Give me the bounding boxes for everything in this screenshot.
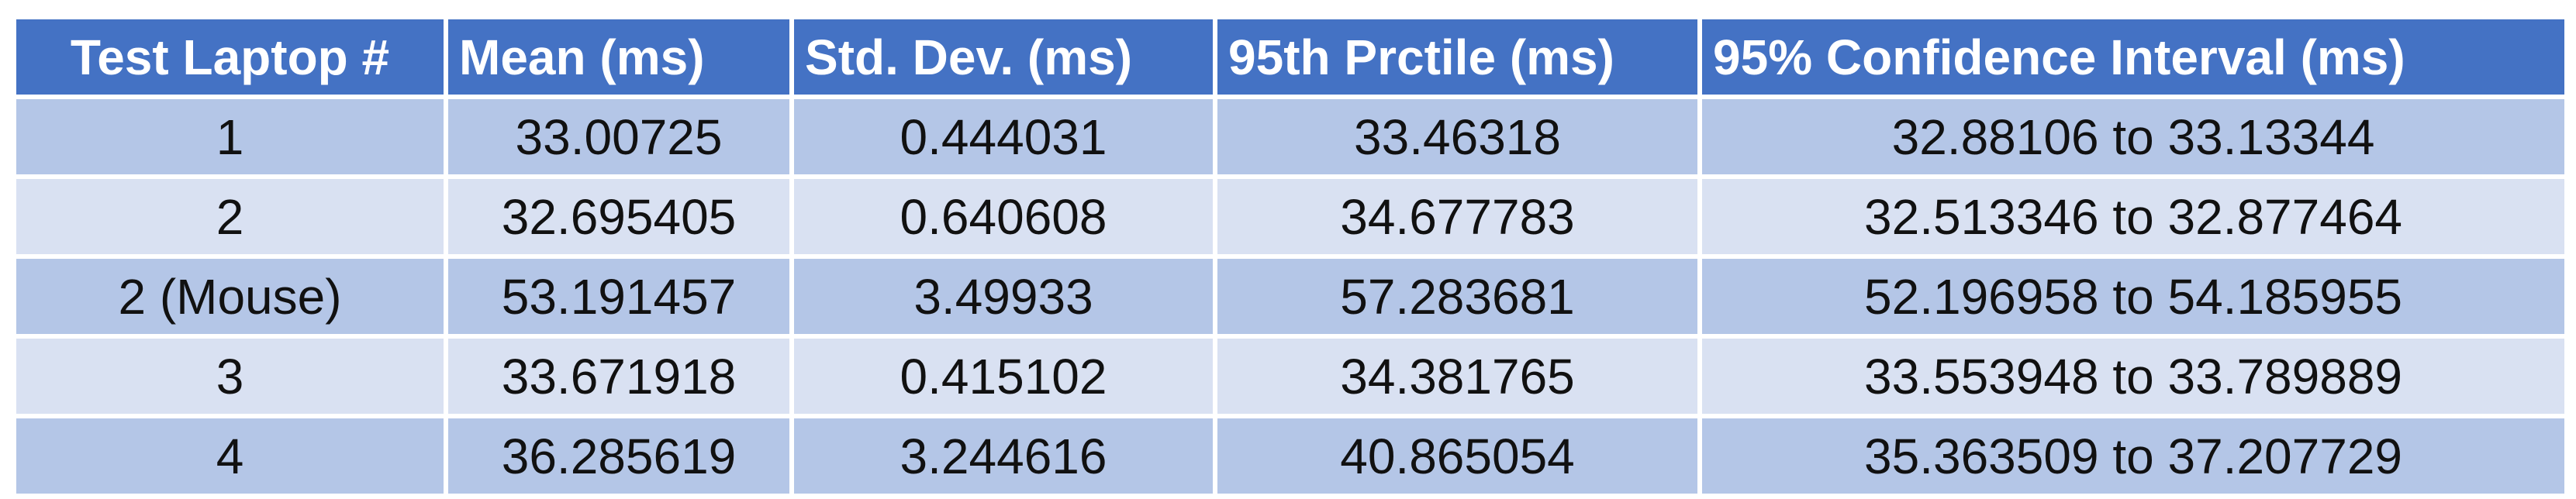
cell-confidence-interval: 52.196958 to 54.185955: [1697, 254, 2569, 339]
cell-laptop: 1: [12, 95, 448, 179]
header-mean: Mean (ms): [444, 15, 794, 99]
table-row: 3 33.671918 0.415102 34.381765 33.553948…: [12, 334, 2569, 418]
header-std-dev: Std. Dev. (ms): [789, 15, 1217, 99]
table-row: 2 32.695405 0.640608 34.677783 32.513346…: [12, 174, 2569, 259]
cell-laptop: 2: [12, 174, 448, 259]
cell-std-dev: 3.49933: [789, 254, 1217, 339]
cell-laptop: 2 (Mouse): [12, 254, 448, 339]
cell-confidence-interval: 32.88106 to 33.13344: [1697, 95, 2569, 179]
table-row: 4 36.285619 3.244616 40.865054 35.363509…: [12, 414, 2569, 498]
cell-95th-percentile: 57.283681: [1213, 254, 1702, 339]
cell-laptop: 3: [12, 334, 448, 418]
cell-mean: 36.285619: [444, 414, 794, 498]
header-row: Test Laptop # Mean (ms) Std. Dev. (ms) 9…: [12, 15, 2569, 99]
cell-laptop: 4: [12, 414, 448, 498]
cell-std-dev: 0.640608: [789, 174, 1217, 259]
cell-mean: 33.00725: [444, 95, 794, 179]
cell-std-dev: 3.244616: [789, 414, 1217, 498]
cell-95th-percentile: 33.46318: [1213, 95, 1702, 179]
cell-std-dev: 0.415102: [789, 334, 1217, 418]
cell-confidence-interval: 33.553948 to 33.789889: [1697, 334, 2569, 418]
table-row: 2 (Mouse) 53.191457 3.49933 57.283681 52…: [12, 254, 2569, 339]
table-row: 1 33.00725 0.444031 33.46318 32.88106 to…: [12, 95, 2569, 179]
cell-confidence-interval: 35.363509 to 37.207729: [1697, 414, 2569, 498]
cell-95th-percentile: 34.677783: [1213, 174, 1702, 259]
cell-confidence-interval: 32.513346 to 32.877464: [1697, 174, 2569, 259]
header-confidence-interval: 95% Confidence Interval (ms): [1697, 15, 2569, 99]
header-test-laptop: Test Laptop #: [12, 15, 448, 99]
cell-mean: 53.191457: [444, 254, 794, 339]
cell-95th-percentile: 34.381765: [1213, 334, 1702, 418]
cell-95th-percentile: 40.865054: [1213, 414, 1702, 498]
cell-mean: 32.695405: [444, 174, 794, 259]
cell-std-dev: 0.444031: [789, 95, 1217, 179]
header-95th-percentile: 95th Prctile (ms): [1213, 15, 1702, 99]
cell-mean: 33.671918: [444, 334, 794, 418]
latency-table-container: Test Laptop # Mean (ms) Std. Dev. (ms) 9…: [12, 15, 2569, 498]
latency-results-table: Test Laptop # Mean (ms) Std. Dev. (ms) 9…: [12, 15, 2569, 498]
